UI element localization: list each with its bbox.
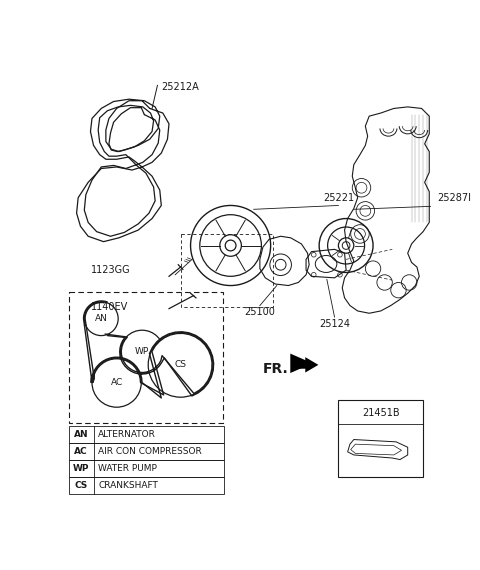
Circle shape <box>84 302 118 336</box>
Bar <box>69 461 225 477</box>
Text: WP: WP <box>73 465 89 473</box>
Bar <box>69 292 223 422</box>
Text: 25124: 25124 <box>319 319 350 329</box>
Circle shape <box>120 330 164 373</box>
Circle shape <box>225 240 236 251</box>
Text: 1140EV: 1140EV <box>90 302 128 312</box>
Bar <box>69 426 225 443</box>
Text: 1123GG: 1123GG <box>90 265 130 275</box>
Text: CS: CS <box>74 481 88 490</box>
Circle shape <box>92 358 141 407</box>
Text: WATER PUMP: WATER PUMP <box>98 465 157 473</box>
Bar <box>338 400 423 477</box>
Circle shape <box>342 242 350 249</box>
Text: FR.: FR. <box>263 362 288 376</box>
Bar <box>69 477 225 494</box>
FancyArrowPatch shape <box>290 353 312 373</box>
Circle shape <box>148 332 213 397</box>
Text: 25287I: 25287I <box>437 193 471 203</box>
Text: 25100: 25100 <box>244 307 276 317</box>
Text: CS: CS <box>175 360 187 369</box>
Bar <box>180 234 273 307</box>
Bar <box>69 443 225 461</box>
Text: AN: AN <box>95 314 108 323</box>
Text: CRANKSHAFT: CRANKSHAFT <box>98 481 158 490</box>
Text: 25212A: 25212A <box>162 82 199 92</box>
Text: ALTERNATOR: ALTERNATOR <box>98 430 156 439</box>
Text: AIR CON COMPRESSOR: AIR CON COMPRESSOR <box>98 447 202 457</box>
Text: WP: WP <box>135 347 149 356</box>
Text: AC: AC <box>74 447 88 457</box>
Polygon shape <box>292 357 318 373</box>
Text: 21451B: 21451B <box>362 408 399 418</box>
Text: 25221: 25221 <box>323 193 354 203</box>
Text: AN: AN <box>74 430 88 439</box>
Text: AC: AC <box>110 378 123 387</box>
